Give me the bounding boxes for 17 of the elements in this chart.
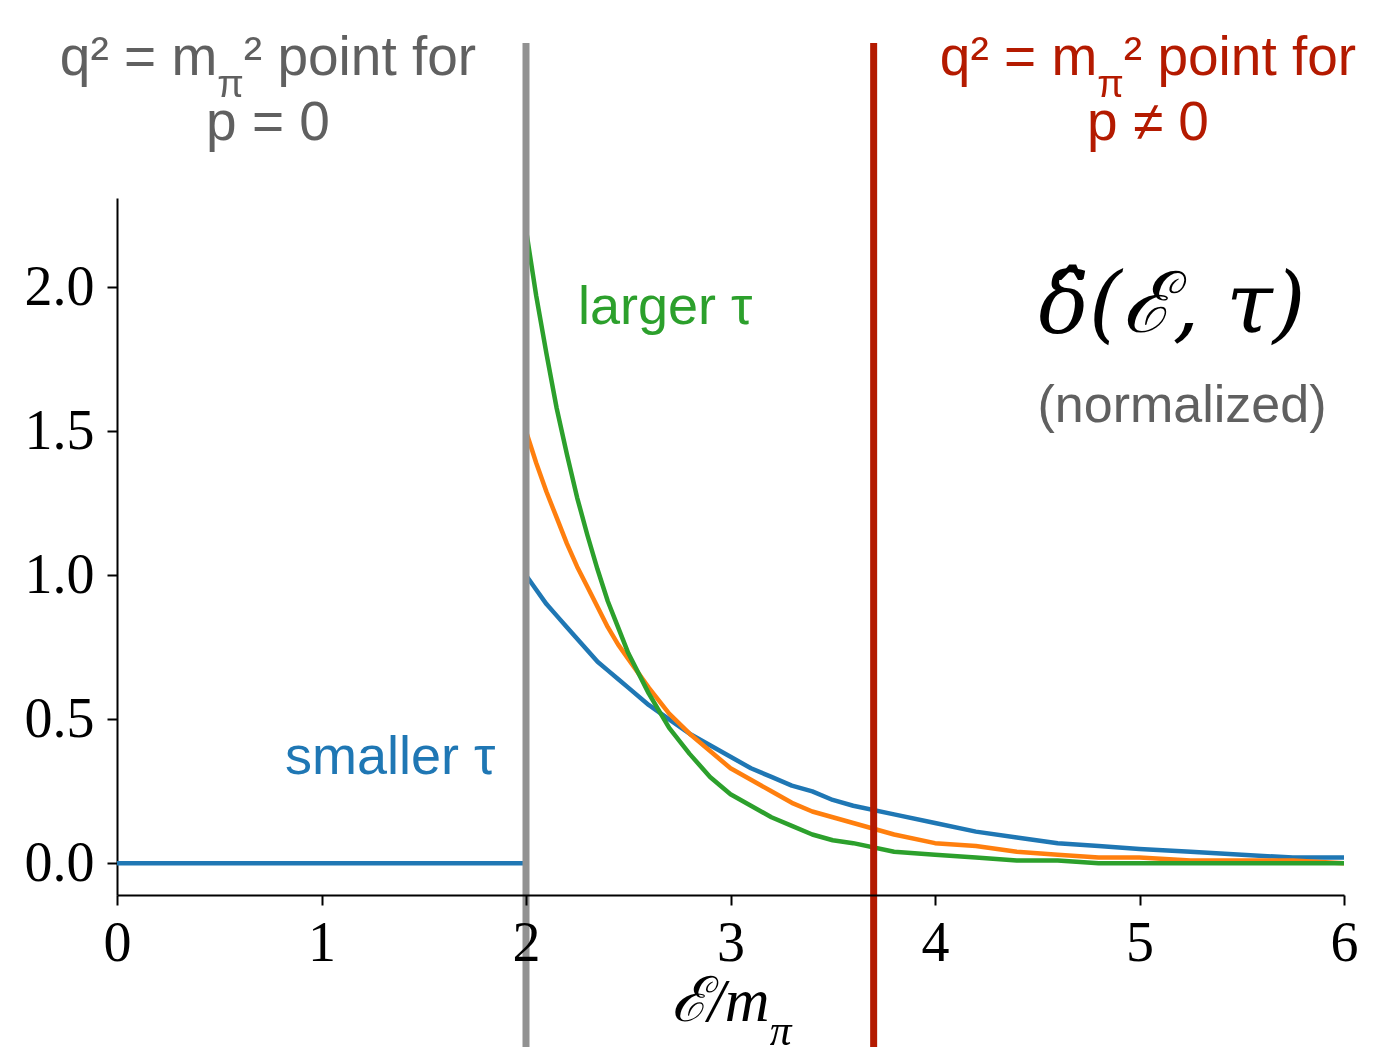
y-tick-label: 1.0: [24, 542, 95, 605]
text: q² = m$_{π}$² point for p ≠ 0: [939, 25, 1357, 152]
y-tick-label: 0.5: [24, 686, 95, 749]
annotation: (normalized): [1037, 375, 1327, 433]
y-tick-label: 0.0: [24, 830, 95, 893]
text: q² = m$_{π}$² point for p = 0: [59, 25, 477, 152]
series-label: larger τ: [578, 274, 753, 335]
x-tick-label: 5: [1126, 910, 1154, 973]
y-tick-label: 2.0: [24, 254, 95, 317]
x-tick-label: 0: [103, 910, 132, 973]
x-tick-label: 1: [308, 910, 336, 973]
annotation: δ̂(ℰ, τ): [1038, 254, 1306, 352]
x-tick-label: 2: [512, 910, 541, 973]
x-tick-label: 6: [1330, 910, 1359, 973]
x-tick-label: 4: [921, 910, 950, 973]
series-label: smaller τ: [285, 725, 496, 786]
y-tick-label: 1.5: [24, 398, 95, 461]
